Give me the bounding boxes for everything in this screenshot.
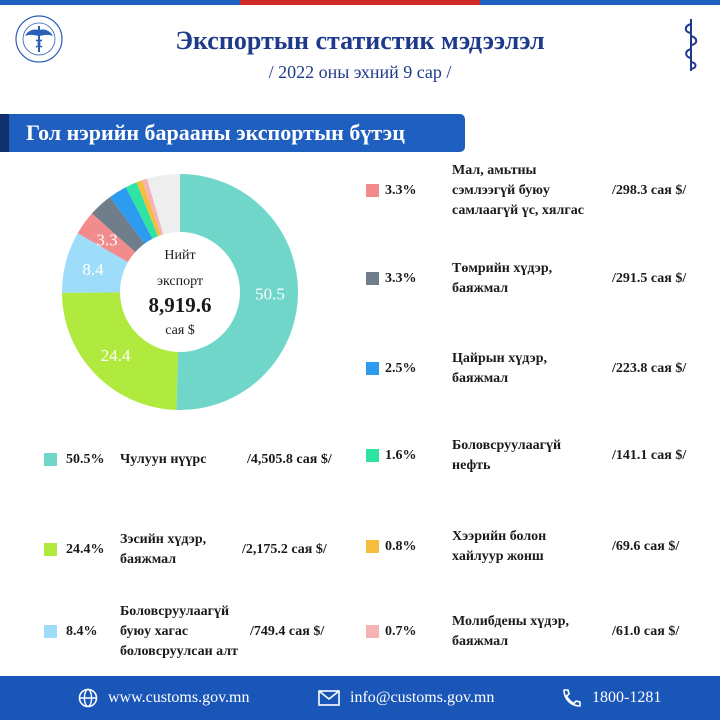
website-text: www.customs.gov.mn [108,689,250,706]
footer-email[interactable]: info@customs.gov.mn [318,676,494,720]
legend-swatch [366,184,379,197]
legend-swatch [366,540,379,553]
legend-percent: 3.3% [385,271,417,286]
legend-value: /223.8 сая $/ [612,361,687,376]
email-text: info@customs.gov.mn [350,689,495,706]
legend-name: Зэсийн хүдэр, баяжмал [120,532,207,567]
slice-data-label: 8.4 [82,260,104,279]
legend-name: Төмрийн хүдэр, баяжмал [452,261,553,296]
section-title: Гол нэрийн барааны экспортын бүтэц [26,120,405,145]
slice-data-label: 50.5 [255,284,285,303]
legend-value: /61.0 сая $/ [612,624,680,639]
legend-swatch [366,449,379,462]
mail-icon [318,690,340,706]
legend-value: /4,505.8 сая $/ [247,452,332,467]
slice-data-label: 24.4 [101,346,131,365]
legend-percent: 50.5% [66,452,105,467]
legend-value: /749.4 сая $/ [250,624,325,639]
legend-name: Цайрын хүдэр, баяжмал [452,351,548,386]
phone-icon [563,689,581,707]
phone-text: 1800-1281 [592,689,662,706]
center-unit: сая $ [165,323,195,338]
legend-swatch [44,625,57,638]
legend-name: Мал, амьтны сэмлээгүй буюу самлаагүй үс, х… [452,163,584,218]
legend-name: Хээрийн болон хайлуур жонш [452,529,547,564]
page-title: Экспортын статистик мэдээлэл [175,26,545,55]
legend-swatch [44,543,57,556]
legend-value: /2,175.2 сая $/ [242,542,327,557]
footer-website[interactable]: www.customs.gov.mn [78,676,249,720]
footer: www.customs.gov.mn info@customs.gov.mn 1… [0,676,720,720]
page-subtitle: / 2022 оны эхний 9 сар / [268,62,452,82]
legend-name: Боловсруулаагүй нефть [452,438,562,473]
legend-name: Чулуун нүүрс [120,452,207,467]
legend-name: Боловсруулаагүй буюу хагас боловсруулсан а… [120,604,238,659]
center-total: 8,919.6 [149,293,212,317]
legend-value: /141.1 сая $/ [612,448,687,463]
legend-value: /291.5 сая $/ [612,271,687,286]
legend-swatch [366,362,379,375]
legend-swatch [366,625,379,638]
donut-hole [120,232,240,352]
center-label-line1: Нийт [164,248,195,263]
customs-logo [15,15,63,63]
export-donut-chart: 50.5 24.4 8.4 3.3 Нийт экспорт 8,919.6 сая … [62,174,299,410]
legend-swatch [366,272,379,285]
footer-phone[interactable]: 1800-1281 [560,676,661,720]
legend-value: /298.3 сая $/ [612,183,687,198]
legend-value: /69.6 сая $/ [612,539,680,554]
legend-percent: 24.4% [66,542,105,557]
legend-name: Молибдены хүдэр, баяжмал [452,614,569,649]
legend-percent: 1.6% [385,448,417,463]
legend-percent: 3.3% [385,183,417,198]
center-label-line2: экспорт [157,274,203,289]
legend-percent: 0.7% [385,624,417,639]
slice-data-label: 3.3 [96,230,117,249]
mongolian-script-mark [684,19,698,71]
legend-percent: 0.8% [385,539,417,554]
legend-percent: 2.5% [385,361,417,376]
section-banner: Гол нэрийн барааны экспортын бүтэц [0,114,465,152]
top-color-bar [0,0,720,5]
globe-icon [78,688,98,708]
legend-swatch [44,453,57,466]
legend-percent: 8.4% [66,624,98,639]
